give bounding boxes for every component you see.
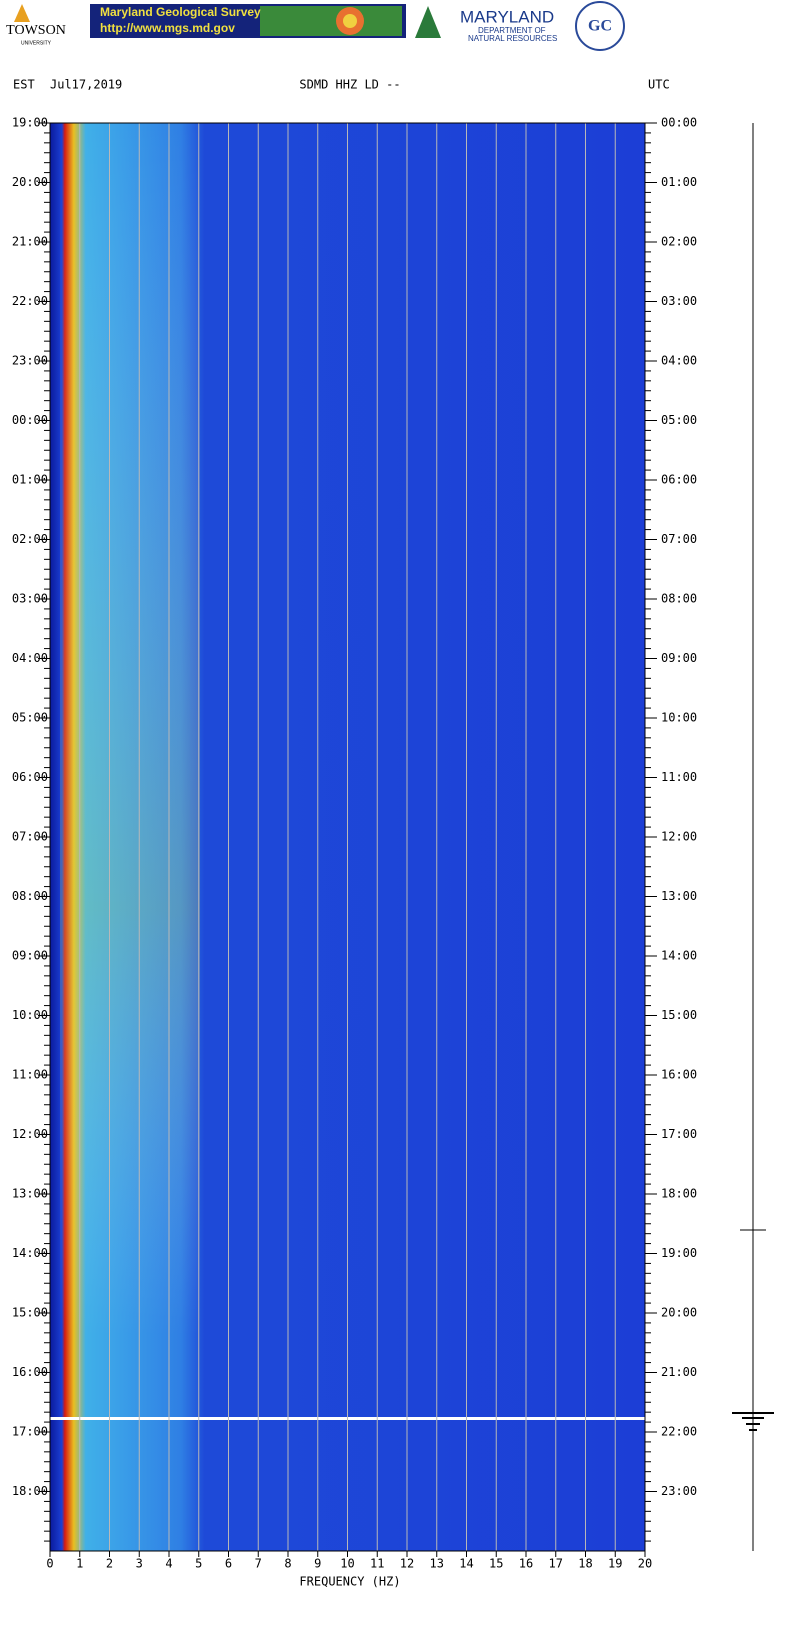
x-tick-label: 20 [638, 1557, 652, 1571]
x-tick-label: 6 [225, 1557, 232, 1571]
date: Jul17,2019 [50, 78, 122, 92]
y-left-label: 23:00 [12, 354, 48, 368]
x-tick-label: 4 [165, 1557, 172, 1571]
mgs-title: Maryland Geological Survey [100, 5, 261, 19]
y-right-label: 18:00 [661, 1187, 697, 1201]
y-left-label: 21:00 [12, 235, 48, 249]
x-tick-label: 19 [608, 1557, 622, 1571]
y-left-label: 03:00 [12, 592, 48, 606]
x-axis-label: FREQUENCY (HZ) [299, 1575, 400, 1589]
y-left-label: 02:00 [12, 532, 48, 546]
y-right-label: 17:00 [661, 1127, 697, 1141]
y-right-label: 14:00 [661, 949, 697, 963]
y-left-label: 01:00 [12, 473, 48, 487]
x-tick-label: 15 [489, 1557, 503, 1571]
y-left-label: 00:00 [12, 413, 48, 427]
dnr-tree [415, 6, 441, 38]
x-tick-label: 12 [400, 1557, 414, 1571]
y-left-label: 08:00 [12, 889, 48, 903]
towson-sub: UNIVERSITY [21, 40, 52, 46]
plot-frame [49, 122, 646, 1552]
y-right-label: 06:00 [661, 473, 697, 487]
y-left-label: 07:00 [12, 830, 48, 844]
x-tick-label: 7 [255, 1557, 262, 1571]
y-right-label: 21:00 [661, 1365, 697, 1379]
y-right-label: 20:00 [661, 1306, 697, 1320]
college-seal [575, 1, 625, 51]
x-tick-label: 14 [459, 1557, 473, 1571]
x-tick-label: 13 [430, 1557, 444, 1571]
y-right-label: 22:00 [661, 1425, 697, 1439]
y-left-label: 10:00 [12, 1008, 48, 1022]
y-right-label: 13:00 [661, 889, 697, 903]
y-right-label: 02:00 [661, 235, 697, 249]
y-left-label: 12:00 [12, 1127, 48, 1141]
chart-title: SDMD HHZ LD -- [299, 78, 400, 92]
y-left-label: 05:00 [12, 711, 48, 725]
towson-text: TOWSON [6, 23, 66, 38]
x-tick-label: 10 [340, 1557, 354, 1571]
x-tick-label: 16 [519, 1557, 533, 1571]
dnr-title: MARYLAND [460, 7, 554, 26]
y-right-label: 03:00 [661, 294, 697, 308]
y-right-label: 19:00 [661, 1246, 697, 1260]
x-tick-label: 3 [136, 1557, 143, 1571]
y-left-label: 04:00 [12, 651, 48, 665]
y-right-label: 08:00 [661, 592, 697, 606]
x-tick-label: 8 [284, 1557, 291, 1571]
y-left-label: 09:00 [12, 949, 48, 963]
x-tick-label: 17 [549, 1557, 563, 1571]
y-left-label: 18:00 [12, 1484, 48, 1498]
y-right-label: 04:00 [661, 354, 697, 368]
mgs-image [260, 6, 402, 36]
y-left-label: 17:00 [12, 1425, 48, 1439]
x-tick-label: 0 [46, 1557, 53, 1571]
mgs-url: http://www.mgs.md.gov [100, 21, 235, 35]
left-zone: EST [13, 78, 35, 92]
college-text: GC [588, 18, 612, 35]
y-right-label: 11:00 [661, 770, 697, 784]
dnr-line1: DEPARTMENT OF [478, 26, 546, 35]
logos: TOWSON UNIVERSITY Maryland Geological Su… [6, 1, 625, 51]
y-left-label: 11:00 [12, 1068, 48, 1082]
y-right-label: 10:00 [661, 711, 697, 725]
y-right-label: 23:00 [661, 1484, 697, 1498]
y-left-label: 16:00 [12, 1365, 48, 1379]
y-right-label: 05:00 [661, 413, 697, 427]
y-left-label: 20:00 [12, 175, 48, 189]
y-right-label: 15:00 [661, 1008, 697, 1022]
y-left-label: 19:00 [12, 116, 48, 130]
y-right-label: 00:00 [661, 116, 697, 130]
y-right-label: 01:00 [661, 175, 697, 189]
y-right-label: 12:00 [661, 830, 697, 844]
right-zone: UTC [648, 78, 670, 92]
y-left-label: 15:00 [12, 1306, 48, 1320]
y-left-label: 06:00 [12, 770, 48, 784]
spectrogram-band [60, 123, 200, 1551]
mgs-rings-inner [343, 14, 357, 28]
towson-icon [14, 4, 30, 22]
x-tick-label: 11 [370, 1557, 384, 1571]
y-left-label: 14:00 [12, 1246, 48, 1260]
x-tick-label: 5 [195, 1557, 202, 1571]
x-tick-label: 1 [76, 1557, 83, 1571]
y-right-label: 09:00 [661, 651, 697, 665]
x-tick-label: 9 [314, 1557, 321, 1571]
y-left-label: 13:00 [12, 1187, 48, 1201]
x-tick-label: 18 [578, 1557, 592, 1571]
dnr-line2: NATURAL RESOURCES [468, 34, 557, 43]
y-left-label: 22:00 [12, 294, 48, 308]
y-right-label: 07:00 [661, 532, 697, 546]
seismogram-event [732, 1412, 774, 1431]
x-tick-label: 2 [106, 1557, 113, 1571]
y-right-label: 16:00 [661, 1068, 697, 1082]
